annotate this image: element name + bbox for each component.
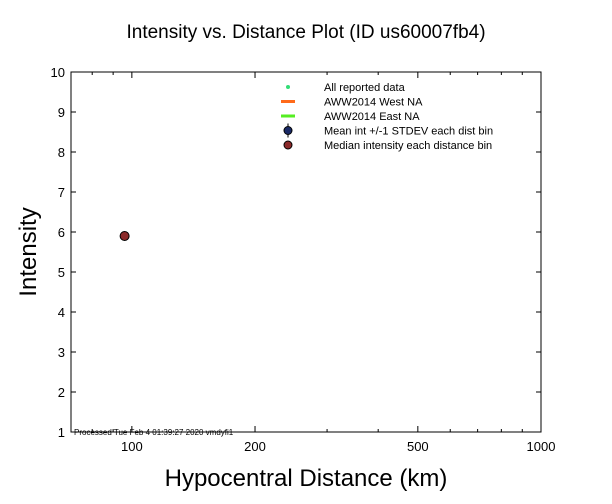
- legend-label: AWW2014 West NA: [324, 97, 423, 109]
- y-tick-label: 9: [58, 105, 65, 120]
- y-tick-label: 7: [58, 185, 65, 200]
- y-axis-label: Intensity: [15, 207, 42, 296]
- y-tick-label: 1: [58, 425, 65, 440]
- legend-symbol-mean: [283, 126, 293, 135]
- y-tick-label: 5: [58, 265, 65, 280]
- legend-label: Mean int +/-1 STDEV each dist bin: [324, 126, 493, 138]
- legend-label: AWW2014 East NA: [324, 111, 420, 123]
- legend-symbol-all-data: [286, 85, 290, 89]
- x-tick-label: 100: [121, 439, 143, 454]
- y-tick-label: 2: [58, 385, 65, 400]
- chart-title: Intensity vs. Distance Plot (ID us60007f…: [126, 22, 485, 43]
- y-tick-label: 10: [51, 65, 65, 80]
- y-axis-ticks: 1 2 3 4 5 6 7 8 9 10: [51, 65, 541, 440]
- data-points: [119, 231, 130, 241]
- x-tick-label: 500: [407, 439, 429, 454]
- legend-label: All reported data: [324, 82, 406, 94]
- x-axis-label: Hypocentral Distance (km): [165, 465, 448, 492]
- legend-label: Median intensity each distance bin: [324, 140, 492, 152]
- median-intensity-point: [119, 231, 130, 241]
- y-tick-label: 8: [58, 145, 65, 160]
- plot-frame: [70, 71, 542, 433]
- legend: All reported data AWW2014 West NA AWW2014 …: [281, 82, 493, 152]
- y-tick-label: 4: [58, 305, 65, 320]
- y-tick-label: 3: [58, 345, 65, 360]
- processed-footnote: Processed Tue Feb 4 01:39:27 2020 vmdyfi…: [74, 428, 234, 437]
- x-tick-label: 1000: [527, 439, 556, 454]
- x-axis-ticks: 100 200 500 1000: [91, 72, 556, 454]
- y-tick-label: 6: [58, 225, 65, 240]
- legend-symbol-median: [283, 140, 293, 150]
- x-tick-label: 200: [244, 439, 266, 454]
